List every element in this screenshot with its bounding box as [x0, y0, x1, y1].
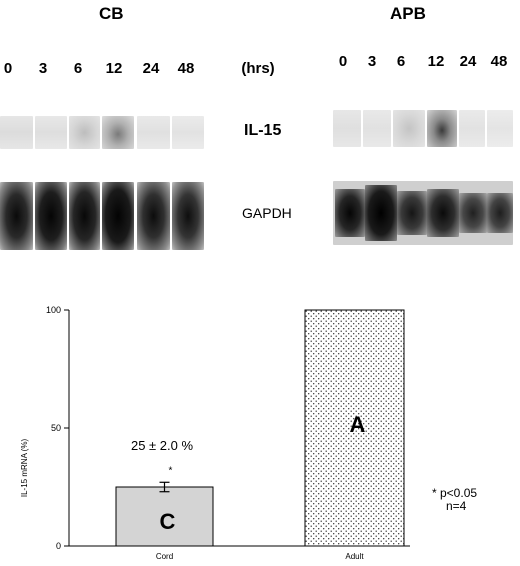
apb-gapdh-blot — [333, 181, 513, 245]
cb-il15-blot — [0, 114, 208, 152]
units-label: (hrs) — [241, 60, 275, 77]
bar-letter-a: A — [350, 412, 366, 437]
apb-lane-48: 48 — [490, 53, 508, 70]
il15-bar-chart: 0 50 100 IL-15 mRNA (%) Cord C * Adult A 25 ± 2.0… — [20, 305, 477, 561]
apb-il15-blot — [333, 109, 513, 149]
panel-title-cb: CB — [99, 4, 124, 23]
y-axis-label: IL-15 mRNA (%) — [20, 439, 29, 498]
bar-letter-c: C — [160, 509, 176, 534]
apb-lane-24: 24 — [459, 53, 477, 70]
x-tick-label: Cord — [156, 552, 173, 561]
cb-gapdh-blot — [0, 182, 208, 250]
apb-lane-3: 3 — [367, 53, 377, 70]
p-value-label: * p<0.05 — [432, 486, 477, 500]
cb-lane-48: 48 — [177, 60, 195, 77]
apb-lane-0: 0 — [338, 53, 348, 70]
cb-lane-6: 6 — [73, 60, 83, 77]
bar-adult — [304, 309, 405, 547]
y-tick-label: 100 — [46, 305, 61, 315]
row-label-gapdh: GAPDH — [242, 205, 292, 221]
cb-lane-3: 3 — [38, 60, 48, 77]
cb-lane-0: 0 — [3, 60, 13, 77]
apb-lane-12: 12 — [427, 53, 445, 70]
cord-value-label: 25 ± 2.0 % — [131, 438, 194, 453]
row-label-il15: IL-15 — [244, 122, 282, 139]
x-tick-label: Adult — [345, 552, 364, 561]
cb-lane-12: 12 — [105, 60, 123, 77]
y-tick-label: 50 — [51, 423, 61, 433]
significance-asterisk: * — [169, 465, 173, 476]
apb-lane-6: 6 — [396, 53, 406, 70]
y-tick-label: 0 — [56, 541, 61, 551]
bar-cord — [115, 486, 214, 547]
panel-title-apb: APB — [390, 4, 426, 23]
n-value-label: n=4 — [446, 499, 467, 513]
cb-lane-24: 24 — [142, 60, 160, 77]
